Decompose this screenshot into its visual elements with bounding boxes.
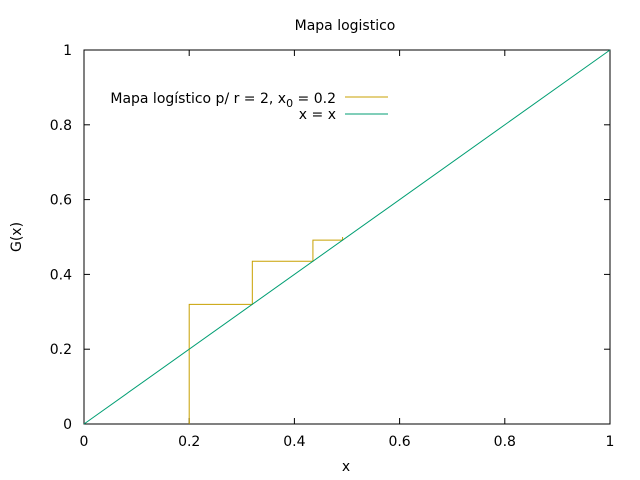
y-tick-label: 0.6 (50, 193, 72, 209)
x-axis-title: x (342, 459, 350, 475)
x-tick-label: 0.6 (388, 434, 410, 450)
plot-area (83, 49, 611, 425)
x-tick-label: 0.2 (178, 434, 200, 450)
x-axis: 0 0.2 0.4 0.6 0.8 1 (80, 50, 615, 450)
chart-title: Mapa logistico (295, 18, 396, 34)
y-axis: 0 0.2 0.4 0.6 0.8 1 (50, 43, 610, 433)
x-tick-label: 1 (606, 434, 615, 450)
y-axis-title: G(x) (9, 222, 25, 252)
y-tick-label: 0 (63, 417, 72, 433)
plot-frame (83, 49, 611, 425)
series-identity-line (83, 49, 611, 425)
x-tick-label: 0.4 (283, 434, 305, 450)
x-tick-label: 0.8 (494, 434, 516, 450)
legend: Mapa logístico p/ r = 2, x0 = 0.2 x = x (110, 91, 388, 123)
legend-label-identity: x = x (299, 107, 336, 123)
y-tick-label: 0.8 (50, 118, 72, 134)
x-tick-label: 0 (80, 434, 89, 450)
y-tick-label: 1 (63, 43, 72, 59)
legend-label-cobweb-main: Mapa logístico p/ r = 2, x (110, 91, 286, 107)
series-layer (83, 49, 611, 425)
series-cobweb-line (188, 237, 344, 424)
legend-label-cobweb-subscript: 0 (286, 97, 293, 110)
legend-label-cobweb: Mapa logístico p/ r = 2, x0 = 0.2 (110, 91, 336, 110)
legend-label-cobweb-tail: = 0.2 (293, 91, 336, 107)
y-tick-label: 0.2 (50, 342, 72, 358)
y-tick-label: 0.4 (50, 267, 72, 283)
